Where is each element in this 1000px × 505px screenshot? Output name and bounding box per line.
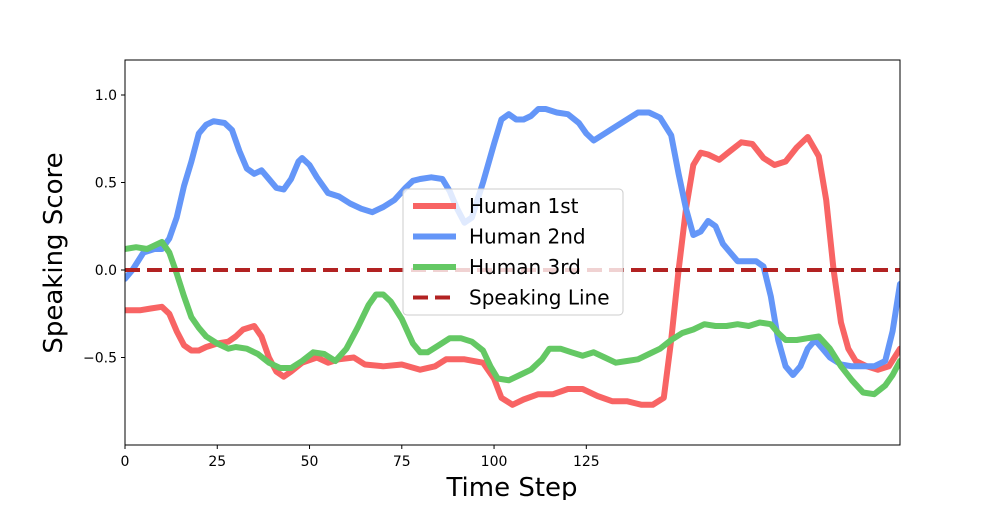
x-axis-title: Time Step — [445, 473, 577, 500]
y-tick-label: 0.5 — [95, 176, 117, 192]
legend-label-human-3rd: Human 3rd — [469, 255, 581, 279]
x-tick-label: 125 — [573, 454, 600, 470]
x-tick-label: 0 — [121, 454, 130, 470]
plot-frame — [124, 59, 901, 446]
x-tick-label: 75 — [393, 454, 411, 470]
legend-label-speaking-line: Speaking Line — [469, 286, 610, 310]
x-tick-label: 50 — [301, 454, 319, 470]
y-tick-label: 1.0 — [95, 88, 117, 104]
series-line-human-1st — [125, 134, 900, 408]
legend-label-human-1st: Human 1st — [469, 194, 579, 218]
legend-label-human-2nd: Human 2nd — [469, 225, 586, 249]
y-tick-label: −0.5 — [83, 351, 117, 367]
ticks-layer: 0 25 50 75 100 125 −0.5 0.0 0.5 1.0 — [83, 88, 600, 470]
y-tick-label: 0.0 — [95, 263, 117, 279]
x-tick-label: 100 — [481, 454, 508, 470]
x-tick-label: 25 — [208, 454, 226, 470]
legend-box — [402, 188, 624, 316]
series-line-human-2nd — [125, 106, 900, 378]
legend: Human 1st Human 2nd Human 3rd Speaking Line — [402, 188, 624, 316]
series-line-human-3rd — [125, 239, 900, 398]
y-axis-title: Speaking Score — [39, 152, 69, 353]
